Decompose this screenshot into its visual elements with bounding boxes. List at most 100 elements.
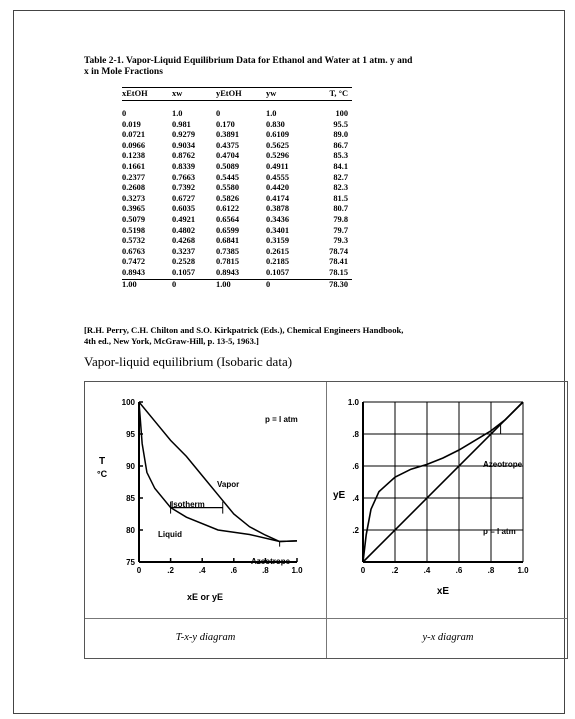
- table-cell: 0.5296: [266, 151, 290, 161]
- txy-y-label: T: [99, 456, 105, 467]
- txy-y-tick-label: 100: [122, 398, 136, 407]
- table-spacer-row: [122, 101, 352, 110]
- table-cell: 0.6599: [216, 225, 240, 235]
- table-cell: 0.6763: [122, 246, 146, 256]
- table-cell: 89.0: [333, 130, 348, 140]
- table-row: 0.7472 0.2528 0.7815 0.2185 78.41: [122, 257, 352, 268]
- table-row: 0.0721 0.9279 0.3891 0.6109 89.0: [122, 130, 352, 141]
- table-cell: 0.3237: [172, 246, 196, 256]
- yx-x-tick-label: .6: [456, 566, 463, 575]
- table-cell: 0.4921: [172, 214, 196, 224]
- table-row: 0.5732 0.4268 0.6841 0.3159 79.3: [122, 236, 352, 247]
- figure-divider: [326, 382, 327, 658]
- table-cell: 0.3401: [266, 225, 290, 235]
- table-row: 0.5079 0.4921 0.6564 0.3436 79.8: [122, 215, 352, 226]
- table-row: 0.0966 0.9034 0.4375 0.5625 86.7: [122, 141, 352, 152]
- txy-x-label: xE or yE: [187, 592, 223, 602]
- txy-y-tick-label: 90: [126, 462, 135, 471]
- document-page: Table 2-1. Vapor-Liquid Equilibrium Data…: [13, 10, 568, 714]
- table-cell: 0.5826: [216, 193, 240, 203]
- table-cell: 0.0966: [122, 140, 146, 150]
- spacer-cell: [172, 101, 216, 110]
- table-cell: 0.2185: [266, 257, 290, 267]
- table-cell: 79.3: [333, 236, 348, 246]
- table-row: 0.3965 0.6035 0.6122 0.3878 80.7: [122, 204, 352, 215]
- table-cell: 100: [335, 109, 348, 118]
- table-cell: 81.5: [333, 193, 348, 203]
- table-cell: 0.6109: [266, 130, 290, 140]
- table-cell: 0: [266, 278, 308, 291]
- yx-x-tick-label: 1.0: [517, 566, 529, 575]
- table-cell: 0.2528: [172, 257, 196, 267]
- table-cell: 1.0: [172, 109, 183, 118]
- table-cell: 0.4375: [216, 140, 240, 150]
- table-cell: 0.4420: [266, 183, 290, 193]
- table-cell: 0.1057: [172, 267, 216, 280]
- txy-lines: [138, 401, 298, 547]
- txy-caption: T-x-y diagram: [175, 632, 236, 643]
- yx-y-tick-label: .8: [352, 430, 359, 439]
- table-cell: 0.4268: [172, 236, 196, 246]
- table-cell: 0: [172, 278, 216, 291]
- table-cell: 0.7815: [216, 257, 240, 267]
- txy-y-unit: °C: [97, 469, 108, 479]
- table-cell: 0.2615: [266, 246, 290, 256]
- table-cell: 0.5732: [122, 236, 146, 246]
- table-cell: 0.4174: [266, 193, 290, 203]
- yx-chart: 0.2.4.6.8 1.0.2.4.6.81.0 yE xE p = l atm …: [333, 398, 529, 597]
- table-row: 0.1238 0.8762 0.4704 0.5296 85.3: [122, 151, 352, 162]
- txy-axes: [138, 402, 297, 563]
- table-cell: 0.981: [172, 119, 191, 129]
- table-cell: 0: [122, 109, 127, 118]
- table-cell: 0.3159: [266, 236, 290, 246]
- table-cell: 0.170: [216, 119, 235, 129]
- table-cell: 0.7472: [122, 257, 146, 267]
- table-cell: 78.74: [329, 246, 348, 256]
- table-cell: 82.3: [333, 183, 348, 193]
- table-cell: 0.2608: [122, 183, 146, 193]
- txy-y-tick-label: 80: [126, 526, 135, 535]
- txy-azeotrope-label: Azeotrope: [251, 557, 291, 566]
- table-row: 0.3273 0.6727 0.5826 0.4174 81.5: [122, 194, 352, 205]
- table-cell: 0.6727: [172, 193, 196, 203]
- txy-series-vapor: [138, 401, 298, 543]
- yx-grid: [362, 401, 524, 563]
- yx-y-tick-label: .4: [352, 494, 359, 503]
- table-cell: 0.5580: [216, 183, 240, 193]
- yx-equilibrium-curve: [362, 401, 524, 563]
- yx-x-tick-label: .8: [488, 566, 495, 575]
- yx-ticks: 0 .2 .4 .6 .8 1.0 .2 .4 .6 .8 1.0: [348, 398, 529, 575]
- vle-data-table: xEtOH xw yEtOH yw T, °C 0 1.0 0 1.0 100 0.019…: [122, 87, 352, 291]
- yx-y-tick-label: .2: [352, 526, 359, 535]
- table-cell: 82.7: [333, 172, 348, 182]
- yx-y-tick-label: .6: [352, 462, 359, 471]
- yx-azeotrope-label: Azeotrope: [483, 460, 523, 469]
- table-title: Table 2-1. Vapor-Liquid Equilibrium Data…: [84, 56, 413, 77]
- figure-divider: [85, 618, 567, 619]
- table-cell: 86.7: [333, 140, 348, 150]
- table-cell: 0.8339: [172, 161, 196, 171]
- txy-x-tick-label: 1.0: [291, 566, 303, 575]
- txy-x-tick-label: .6: [230, 566, 237, 575]
- header-x-water: xw: [172, 87, 216, 101]
- txy-y-tick-label: 75: [126, 558, 135, 567]
- table-cell: 0.5089: [216, 161, 240, 171]
- txy-y-tick-label: 85: [126, 494, 135, 503]
- table-row: 0.8943 0.1057 0.8943 0.1057 78.15: [122, 267, 352, 280]
- yx-pressure-label: p = l atm: [483, 527, 516, 536]
- table-cell: 0.6564: [216, 214, 240, 224]
- table-cell: 0.4802: [172, 225, 196, 235]
- txy-x-tick-label: .8: [262, 566, 269, 575]
- txy-pressure-label: p = l atm: [265, 415, 298, 424]
- txy-liquid-label: Liquid: [158, 530, 182, 539]
- table-cell: 0.5079: [122, 214, 146, 224]
- table-cell: 0.830: [266, 119, 285, 129]
- table-cell: 79.7: [333, 225, 348, 235]
- table-cell: 0.6841: [216, 236, 240, 246]
- yx-lines: [362, 401, 524, 563]
- yx-x-label: xE: [437, 586, 450, 597]
- table-body: 0 1.0 0 1.0 100 0.019 0.981 0.170 0.830 95.5 0.072…: [122, 101, 352, 291]
- header-x-etoh: xEtOH: [122, 87, 172, 101]
- table-cell: 0.8943: [216, 267, 266, 280]
